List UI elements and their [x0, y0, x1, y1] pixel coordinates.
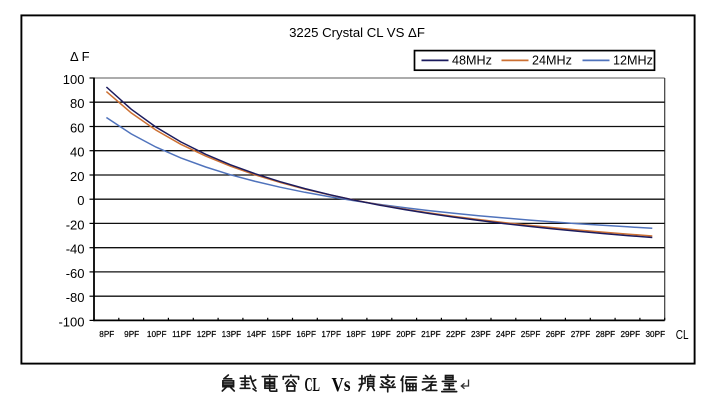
svg-text:60: 60 — [70, 121, 84, 136]
svg-text:16PF: 16PF — [296, 330, 316, 339]
svg-text:8PF: 8PF — [99, 330, 114, 339]
svg-text:18PF: 18PF — [346, 330, 366, 339]
svg-text:40: 40 — [70, 145, 84, 160]
svg-text:29PF: 29PF — [621, 330, 641, 339]
svg-text:100: 100 — [63, 72, 85, 87]
svg-text:14PF: 14PF — [247, 330, 267, 339]
svg-text:-80: -80 — [66, 290, 85, 305]
svg-text:48MHz: 48MHz — [452, 54, 492, 68]
svg-text:13PF: 13PF — [222, 330, 242, 339]
svg-text:3225 Crystal CL VS ΔF: 3225 Crystal CL VS ΔF — [289, 25, 425, 40]
svg-text:20: 20 — [70, 169, 84, 184]
svg-text:-40: -40 — [66, 242, 85, 257]
svg-text:25PF: 25PF — [521, 330, 541, 339]
svg-text:24PF: 24PF — [496, 330, 516, 339]
svg-text:20PF: 20PF — [396, 330, 416, 339]
svg-text:27PF: 27PF — [571, 330, 591, 339]
svg-text:28PF: 28PF — [596, 330, 616, 339]
svg-text:17PF: 17PF — [321, 330, 341, 339]
svg-text:0: 0 — [77, 193, 84, 208]
svg-text:12PF: 12PF — [197, 330, 217, 339]
svg-text:21PF: 21PF — [421, 330, 441, 339]
svg-text:12MHz: 12MHz — [613, 54, 653, 68]
svg-text:CL: CL — [676, 328, 689, 342]
svg-text:-100: -100 — [58, 314, 84, 329]
svg-text:11PF: 11PF — [172, 330, 191, 339]
svg-text:10PF: 10PF — [147, 330, 167, 339]
svg-text:-20: -20 — [66, 217, 85, 232]
svg-text:CL: CL — [305, 375, 321, 396]
svg-text:Δ F: Δ F — [70, 49, 90, 64]
svg-text:24MHz: 24MHz — [532, 54, 572, 68]
svg-text:15PF: 15PF — [272, 330, 292, 339]
svg-text:19PF: 19PF — [371, 330, 391, 339]
svg-text:22PF: 22PF — [446, 330, 466, 339]
svg-text:23PF: 23PF — [471, 330, 491, 339]
svg-text:26PF: 26PF — [546, 330, 566, 339]
svg-text:30PF: 30PF — [646, 330, 666, 339]
svg-text:9PF: 9PF — [124, 330, 139, 339]
svg-text:Vs: Vs — [332, 375, 351, 396]
svg-text:80: 80 — [70, 96, 84, 111]
svg-text:-60: -60 — [66, 266, 85, 281]
